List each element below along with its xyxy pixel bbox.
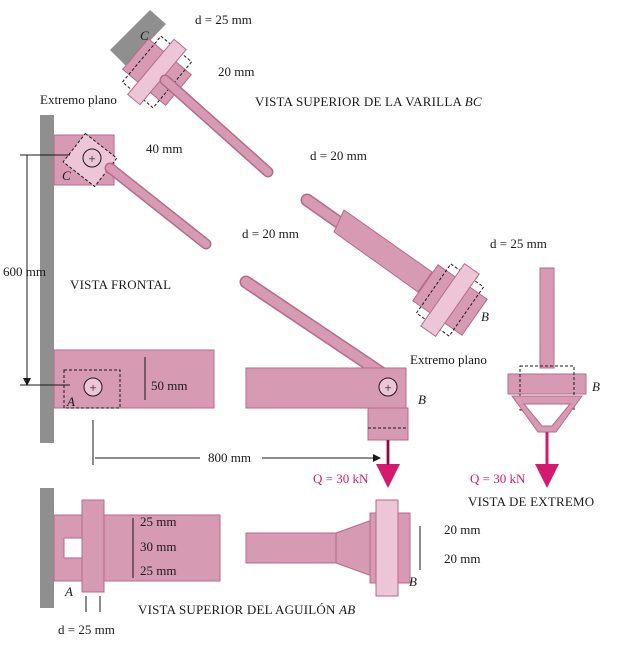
caption-vista-frontal: VISTA FRONTAL: [70, 277, 171, 292]
wall-top-left: [110, 10, 166, 66]
end-view: [507, 267, 587, 433]
label-d-bc-2: d = 20 mm: [242, 226, 299, 241]
label-pt-b4: B: [409, 574, 417, 589]
boom-ab-top-view: [53, 499, 411, 597]
label-d-c: d = 25 mm: [195, 12, 252, 27]
svg-text:+: +: [384, 380, 391, 395]
label-pt-a2: A: [64, 584, 73, 599]
wall-frontal-view: [40, 115, 54, 443]
label-pt-c2: C: [62, 168, 71, 183]
caption-vista-bc: VISTA SUPERIOR DE LA VARILLA BC: [255, 94, 482, 109]
label-extremo-plano-2: Extremo plano: [410, 352, 487, 367]
label-pt-b3: B: [592, 379, 600, 394]
caption-vista-extremo: VISTA DE EXTREMO: [468, 494, 594, 509]
label-dim-30: 30 mm: [140, 539, 176, 554]
label-pt-c1: C: [140, 28, 149, 43]
caption-vista-ab: VISTA SUPERIOR DEL AGUILÓN AB: [138, 602, 355, 617]
rod-bc-frontal-view: +: [53, 132, 390, 381]
label-pt-b1: B: [481, 309, 489, 324]
rod-bc-top-view: [121, 35, 488, 337]
label-q-2: Q = 30 kN: [470, 471, 526, 486]
boom-ab-frontal-view: + +: [53, 349, 409, 441]
svg-text:+: +: [88, 151, 95, 166]
label-dim-50: 50 mm: [151, 378, 187, 393]
label-pt-b2: B: [418, 392, 426, 407]
label-dim-800: 800 mm: [208, 450, 251, 465]
label-pt-a1: A: [66, 394, 75, 409]
label-dim-20a: 20 mm: [444, 522, 480, 537]
label-d-bc-1: d = 20 mm: [310, 148, 367, 163]
dimension-lines: [20, 154, 421, 612]
label-dim-25a: 25 mm: [140, 514, 176, 529]
label-dim-20-top: 20 mm: [218, 64, 254, 79]
label-d-b: d = 25 mm: [490, 236, 547, 251]
label-q-1: Q = 30 kN: [313, 471, 369, 486]
label-dim-20b: 20 mm: [444, 551, 480, 566]
label-dim-40: 40 mm: [146, 141, 182, 156]
label-dim-600: 600 mm: [3, 264, 46, 279]
svg-text:+: +: [89, 380, 96, 395]
label-dim-25b: 25 mm: [140, 563, 176, 578]
label-extremo-plano-1: Extremo plano: [40, 92, 117, 107]
label-d-a: d = 25 mm: [58, 622, 115, 637]
wall-top-view-ab: [40, 488, 54, 608]
